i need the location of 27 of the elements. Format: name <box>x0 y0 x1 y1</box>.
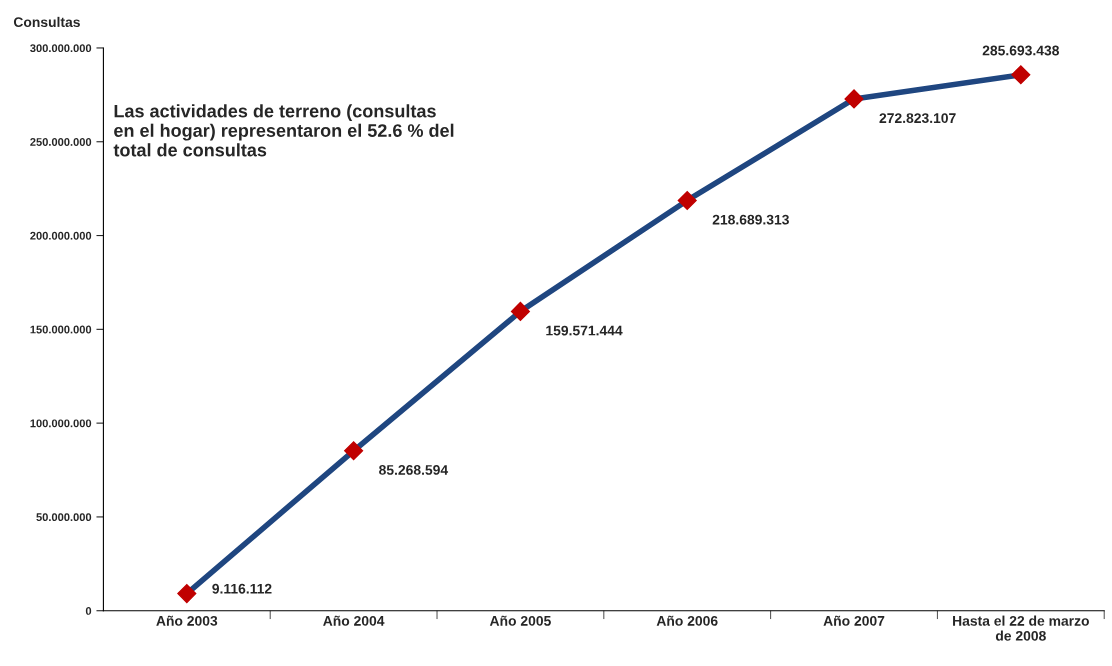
text: 159.571.444 <box>546 325 623 336</box>
x-tick-label: Año 2006 <box>656 615 718 626</box>
text: 85.268.594 <box>379 465 449 475</box>
x-tick-label: Hasta el 22 de marzo de 2008 <box>953 615 1089 641</box>
point <box>1011 65 1031 85</box>
y-tick-label: 50.000.000 <box>36 513 92 522</box>
text: 9.116.112 <box>212 583 272 594</box>
text: 218.689.313 <box>712 214 789 225</box>
x-tick-label: Año 2007 <box>823 615 885 626</box>
point <box>510 301 530 321</box>
point <box>177 584 197 604</box>
y-tick-label: 100.000.000 <box>30 419 92 428</box>
text: 272.823.107 <box>879 113 956 124</box>
y-tick-label: 300.000.000 <box>30 44 92 53</box>
text: 285.693.438 <box>982 45 1060 56</box>
y-tick-label: 0 <box>85 606 92 615</box>
x-tick-label: Año 2004 <box>323 615 385 626</box>
point <box>344 441 364 461</box>
y-tick-label: 200.000.000 <box>30 231 92 240</box>
y-axis-title: Consultas <box>13 16 80 28</box>
annotation: Las actividades de terreno (consultas en el hogar) representaron el 52.6 % del total de consultas <box>113 104 454 157</box>
x-tick-label: Año 2003 <box>156 615 218 626</box>
y-tick-label: 150.000.000 <box>30 325 92 334</box>
x-tick-label: Año 2005 <box>489 615 551 626</box>
point <box>844 89 864 109</box>
point <box>677 190 697 211</box>
y-tick-label: 250.000.000 <box>30 138 92 146</box>
